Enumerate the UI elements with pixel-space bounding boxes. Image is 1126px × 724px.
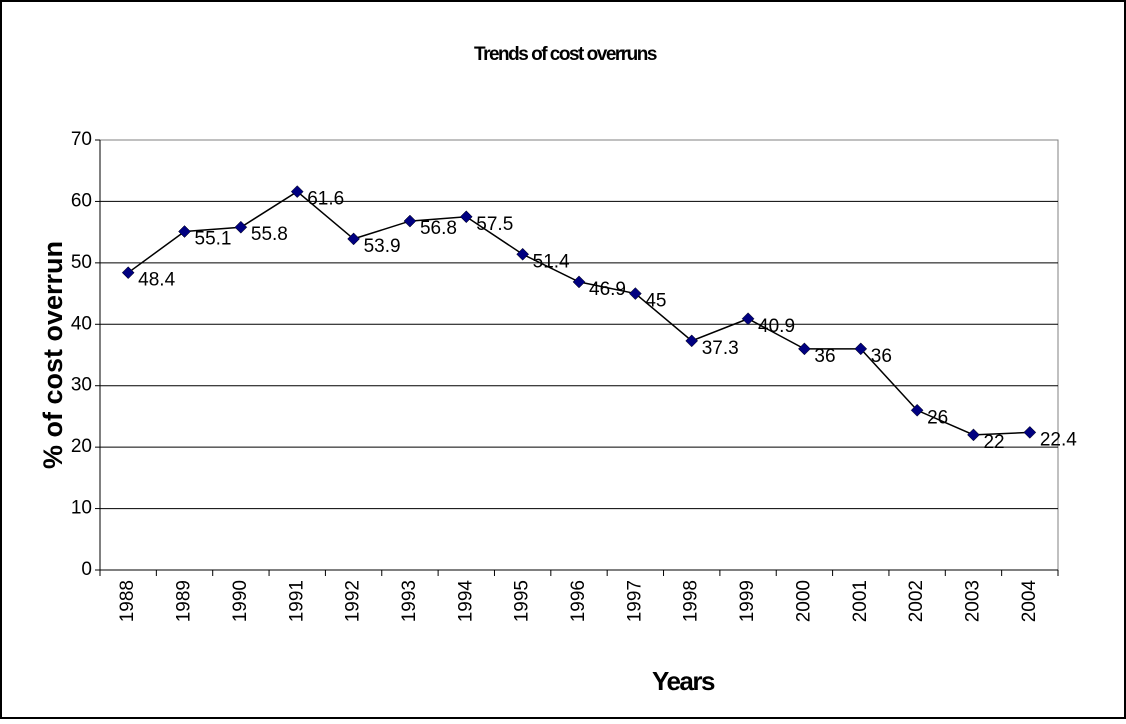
x-tick-label: 1997 — [624, 580, 645, 622]
y-tick-label: 60 — [71, 190, 92, 211]
data-label: 22 — [983, 432, 1004, 453]
marker — [516, 247, 530, 261]
x-tick-label: 1992 — [343, 580, 364, 622]
y-tick-label: 20 — [71, 436, 92, 457]
y-tick-label: 40 — [71, 313, 92, 334]
marker — [572, 275, 586, 289]
x-tick-label: 2004 — [1019, 580, 1040, 623]
x-tick-label: 2003 — [962, 580, 983, 622]
data-label: 26 — [927, 407, 948, 428]
x-tick-label: 1996 — [568, 580, 589, 622]
data-label: 22.4 — [1040, 429, 1077, 450]
marker — [234, 220, 248, 234]
data-label: 51.4 — [533, 251, 570, 272]
x-tick-label: 1998 — [681, 580, 702, 622]
marker — [290, 185, 304, 198]
y-tick-label: 70 — [71, 129, 92, 150]
y-tick-label: 10 — [71, 498, 92, 519]
marker — [685, 334, 699, 348]
x-tick-label: 1999 — [737, 580, 758, 622]
data-label: 55.1 — [195, 229, 232, 250]
data-label: 36 — [814, 346, 835, 367]
x-tick-label: 1993 — [399, 580, 420, 622]
x-tick-label: 2001 — [850, 580, 871, 622]
marker — [403, 214, 417, 228]
marker — [628, 287, 642, 300]
x-tick-label: 1994 — [455, 580, 476, 623]
marker — [459, 210, 473, 224]
x-tick-label: 1991 — [286, 580, 307, 622]
marker — [121, 266, 135, 280]
y-tick-label: 30 — [71, 375, 92, 396]
marker — [347, 232, 360, 246]
marker — [798, 342, 811, 356]
marker — [178, 225, 191, 238]
marker — [854, 342, 868, 356]
x-tick-label: 1989 — [174, 580, 195, 622]
marker — [967, 428, 980, 442]
y-axis-title: % of cost overrun — [38, 241, 68, 469]
data-label: 45 — [645, 291, 666, 312]
y-tick-label: 50 — [71, 252, 92, 273]
y-tick-label: 0 — [81, 559, 92, 580]
x-tick-label: 1988 — [117, 580, 138, 622]
x-tick-label: 1990 — [230, 580, 251, 622]
data-label: 56.8 — [420, 218, 457, 239]
data-label: 46.9 — [589, 279, 626, 300]
data-label: 37.3 — [702, 338, 739, 359]
x-tick-label: 1995 — [512, 580, 533, 622]
x-axis-title: Years — [652, 666, 715, 696]
marker — [741, 312, 755, 326]
data-label: 40.9 — [758, 316, 795, 337]
x-tick-label: 2000 — [793, 580, 814, 622]
marker — [910, 403, 924, 417]
data-label: 57.5 — [476, 214, 513, 235]
data-label: 36 — [871, 346, 892, 367]
chart-title: Trends of cost overruns — [474, 44, 657, 65]
data-label: 61.6 — [307, 189, 344, 210]
data-label: 48.4 — [138, 270, 175, 291]
data-label: 53.9 — [364, 236, 401, 257]
marker — [1023, 426, 1037, 439]
x-tick-label: 2002 — [906, 580, 927, 622]
data-label: 55.8 — [251, 224, 288, 245]
